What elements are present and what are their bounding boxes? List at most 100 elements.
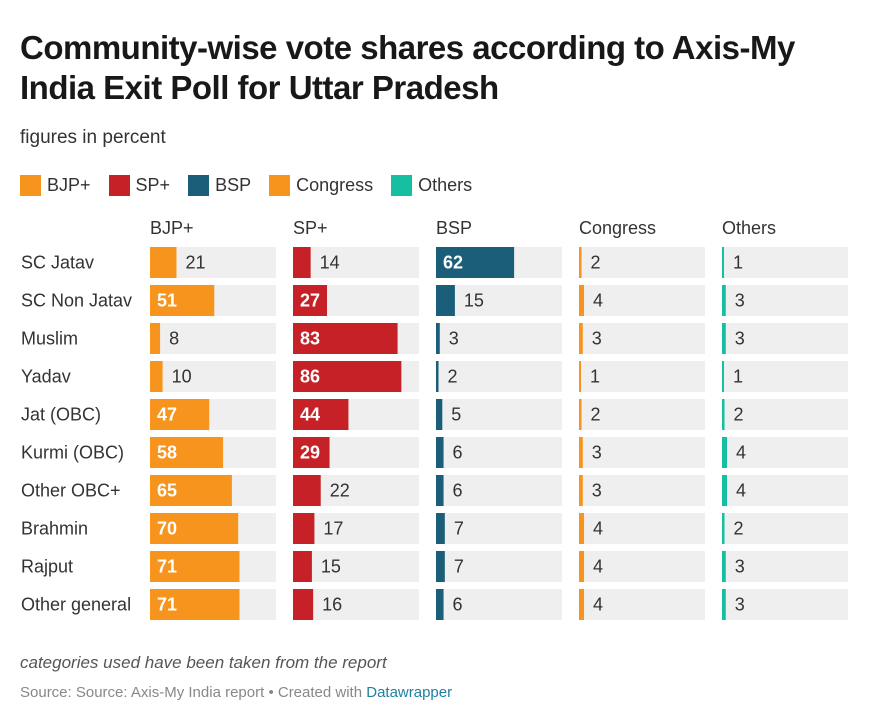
legend-label-sp: SP+ — [135, 174, 171, 195]
bar-bjp — [150, 285, 215, 316]
bar-congress — [579, 475, 583, 506]
chart-subtitle: figures in percent — [20, 127, 166, 148]
bar-bsp — [436, 589, 444, 620]
data-label-sp: 17 — [323, 519, 343, 539]
bar-track — [150, 361, 276, 392]
bar-track — [579, 399, 705, 430]
data-label-congress: 4 — [593, 595, 603, 615]
data-label-others: 3 — [735, 595, 745, 615]
bar-track — [722, 399, 848, 430]
bar-track — [579, 247, 705, 278]
data-label-sp: 14 — [320, 253, 340, 273]
bar-track — [293, 551, 419, 582]
column-header-others: Others — [722, 218, 776, 238]
bar-track — [436, 589, 562, 620]
row-label: Brahmin — [21, 519, 88, 539]
bar-bsp — [436, 551, 445, 582]
chart-source: Source: Source: Axis-My India report • C… — [20, 684, 452, 701]
bar-sp — [293, 589, 314, 620]
bar-others — [722, 285, 726, 316]
bar-bjp — [150, 437, 224, 468]
data-label-bsp: 2 — [448, 367, 458, 387]
bar-congress — [579, 437, 583, 468]
bar-sp — [293, 247, 311, 278]
legend-item-others: Others — [391, 174, 473, 196]
row-label: Other OBC+ — [21, 481, 121, 501]
bar-track — [579, 285, 705, 316]
row-label: SC Non Jatav — [21, 291, 132, 311]
bar-sp — [293, 475, 321, 506]
bar-track — [579, 361, 705, 392]
data-label-others: 3 — [735, 557, 745, 577]
bar-congress — [579, 399, 582, 430]
data-label-congress: 3 — [592, 481, 602, 501]
data-label-bjp: 65 — [157, 481, 177, 501]
data-label-others: 4 — [736, 481, 746, 501]
data-label-bsp: 6 — [453, 595, 463, 615]
data-label-sp: 83 — [300, 329, 320, 349]
data-label-bsp: 7 — [454, 519, 464, 539]
bar-bsp — [436, 513, 445, 544]
legend-item-sp: SP+ — [108, 174, 171, 196]
legend-item-congress: Congress — [269, 174, 373, 196]
data-label-bjp: 10 — [172, 367, 192, 387]
column-header-sp: SP+ — [293, 218, 328, 238]
chart-title: Community-wise vote shares according to … — [20, 29, 795, 106]
bar-track — [579, 589, 705, 620]
row-label: SC Jatav — [21, 253, 94, 273]
data-label-bsp: 6 — [453, 443, 463, 463]
data-label-congress: 4 — [593, 291, 603, 311]
data-label-sp: 15 — [321, 557, 341, 577]
bar-sp — [293, 437, 330, 468]
row-label: Rajput — [21, 557, 73, 577]
data-label-sp: 29 — [300, 443, 320, 463]
row-label: Muslim — [21, 329, 78, 349]
bar-track — [436, 551, 562, 582]
data-label-others: 3 — [735, 329, 745, 349]
bar-track — [579, 551, 705, 582]
data-label-bjp: 71 — [157, 557, 177, 577]
bar-sp — [293, 285, 328, 316]
bar-sp — [293, 513, 315, 544]
bar-track — [579, 437, 705, 468]
data-label-bjp: 8 — [169, 329, 179, 349]
bar-bjp — [150, 323, 161, 354]
bar-track — [722, 589, 848, 620]
bar-bjp — [150, 247, 177, 278]
legend-swatch-congress — [269, 174, 291, 196]
bar-track — [436, 361, 562, 392]
data-label-bjp: 70 — [157, 519, 177, 539]
legend-item-bjp: BJP+ — [20, 174, 91, 196]
column-header-congress: Congress — [579, 218, 656, 238]
bar-track — [722, 475, 848, 506]
data-label-others: 1 — [733, 367, 743, 387]
bar-others — [722, 247, 724, 278]
bar-track — [293, 247, 419, 278]
bar-track — [722, 323, 848, 354]
bar-track — [436, 285, 562, 316]
bar-track — [150, 323, 276, 354]
bar-others — [722, 361, 724, 392]
bar-track — [436, 513, 562, 544]
bar-bjp — [150, 589, 240, 620]
legend: BJP+ SP+ BSP Congress Others — [20, 173, 490, 197]
data-label-others: 1 — [733, 253, 743, 273]
bar-others — [722, 437, 728, 468]
data-label-sp: 44 — [300, 405, 320, 425]
data-label-others: 2 — [734, 519, 744, 539]
data-label-others: 4 — [736, 443, 746, 463]
data-label-bsp: 7 — [454, 557, 464, 577]
bar-others — [722, 475, 728, 506]
bar-others — [722, 589, 726, 620]
chart-notes: categories used have been taken from the… — [20, 653, 387, 672]
data-label-others: 3 — [735, 291, 745, 311]
bar-track — [293, 589, 419, 620]
data-label-bjp: 47 — [157, 405, 177, 425]
datawrapper-link[interactable]: Datawrapper — [366, 684, 453, 701]
bar-others — [722, 551, 726, 582]
bar-others — [722, 399, 725, 430]
legend-label-others: Others — [418, 174, 473, 195]
bar-track — [436, 323, 562, 354]
data-label-sp: 22 — [330, 481, 350, 501]
data-label-bsp: 62 — [443, 253, 463, 273]
